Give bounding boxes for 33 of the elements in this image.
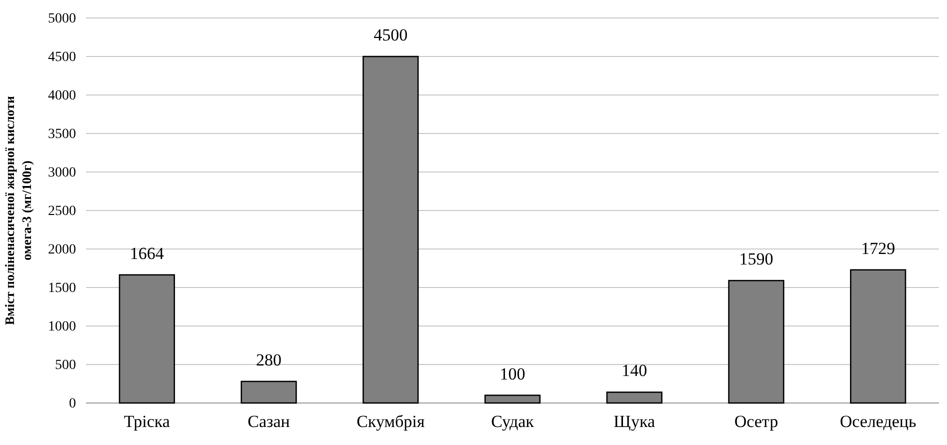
data-label: 1729 bbox=[861, 238, 896, 258]
x-tick-label: Судак bbox=[491, 412, 535, 432]
y-tick-label: 0 bbox=[69, 396, 76, 412]
x-tick-label: Осетр bbox=[734, 412, 778, 432]
x-tick-label: Оселедець bbox=[840, 412, 917, 432]
bar bbox=[606, 392, 662, 404]
y-tick-label: 3000 bbox=[48, 165, 76, 180]
bar bbox=[484, 394, 541, 404]
x-tick-label: Сазан bbox=[248, 412, 290, 432]
bar bbox=[362, 56, 419, 404]
bar bbox=[850, 269, 906, 404]
y-tick-label: 5000 bbox=[48, 11, 76, 26]
data-label: 1664 bbox=[130, 244, 164, 263]
data-label: 280 bbox=[256, 350, 282, 370]
data-label: 100 bbox=[500, 364, 526, 384]
y-tick-label: 500 bbox=[55, 358, 76, 373]
x-tick-label: Скумбрія bbox=[356, 412, 425, 432]
data-label: 4500 bbox=[374, 26, 408, 44]
bar bbox=[118, 274, 175, 404]
y-axis-title: Вміст поліненасиченої жирної кислоти омега-3 (мг/100г) bbox=[2, 96, 34, 325]
y-tick-label: 3500 bbox=[48, 126, 76, 142]
data-label: 140 bbox=[622, 361, 648, 380]
x-tick-label: Щука bbox=[614, 412, 656, 432]
y-tick-label: 4500 bbox=[48, 50, 76, 65]
bar bbox=[240, 380, 297, 404]
y-tick-label: 4000 bbox=[48, 88, 76, 104]
y-tick-label: 1500 bbox=[48, 280, 76, 296]
data-label: 1590 bbox=[739, 250, 774, 269]
bar bbox=[728, 280, 784, 404]
y-tick-label: 1000 bbox=[48, 319, 76, 334]
y-tick-label: 2000 bbox=[48, 242, 76, 258]
y-tick-label: 2500 bbox=[48, 204, 76, 219]
x-tick-label: Тріска bbox=[124, 412, 170, 432]
